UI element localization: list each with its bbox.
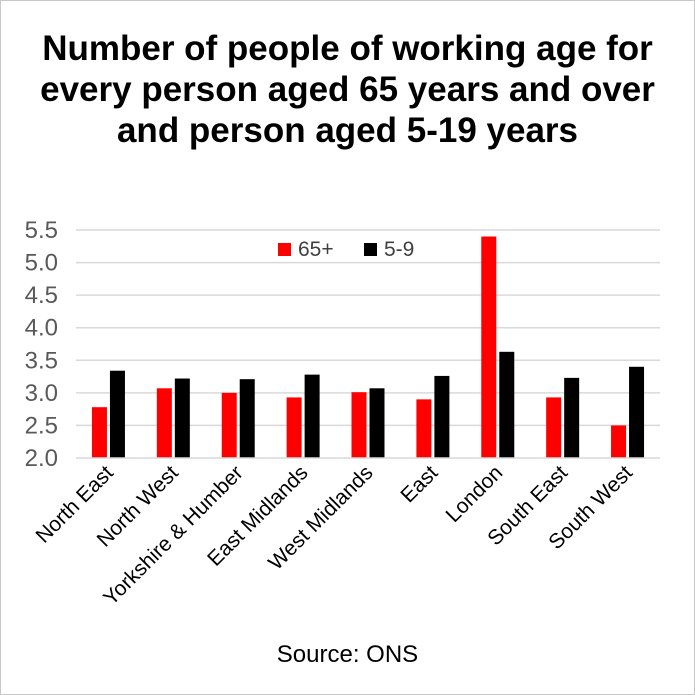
bar-red-4	[351, 392, 367, 458]
bar-black-3	[304, 374, 320, 458]
bar-red-2	[221, 392, 237, 458]
bar-red-6	[481, 236, 497, 458]
legend-label: 65+	[298, 238, 334, 261]
bar-red-5	[416, 399, 432, 458]
legend-label: 5-9	[384, 238, 414, 261]
bar-black-0	[109, 370, 125, 458]
category-label: East	[396, 461, 442, 507]
source-note: Source: ONS	[276, 641, 419, 668]
y-axis-ticks: 2.0 2.5 3.0 3.5 4.0 4.5 5.0 5.5	[25, 217, 58, 472]
bar-red-3	[286, 397, 302, 458]
legend: 65+ 5-9	[278, 238, 414, 261]
y-tick-label: 5.5	[25, 217, 58, 244]
bar-black-7	[564, 377, 580, 458]
y-tick-label: 4.5	[25, 282, 58, 309]
bar-red-7	[546, 397, 562, 458]
bar-black-5	[434, 375, 450, 458]
category-label: London	[441, 461, 507, 527]
bars	[91, 236, 645, 458]
bar-black-1	[174, 378, 190, 458]
legend-swatch	[364, 243, 377, 256]
y-tick-label: 5.0	[25, 250, 58, 277]
y-tick-label: 4.0	[25, 315, 58, 342]
legend-swatch	[278, 243, 291, 256]
bar-black-8	[629, 366, 645, 458]
bar-red-8	[611, 425, 627, 458]
bar-black-4	[369, 388, 385, 458]
bar-red-0	[91, 407, 107, 458]
bar-red-1	[156, 388, 172, 458]
y-tick-label: 3.0	[25, 380, 58, 407]
chart-title: Number of people of working age for ever…	[40, 29, 655, 150]
y-tick-label: 2.0	[25, 445, 58, 472]
bar-black-2	[239, 379, 255, 458]
y-tick-label: 3.5	[25, 347, 58, 374]
bar-black-6	[499, 351, 515, 458]
gridlines	[76, 229, 660, 427]
y-tick-label: 2.5	[25, 412, 58, 439]
